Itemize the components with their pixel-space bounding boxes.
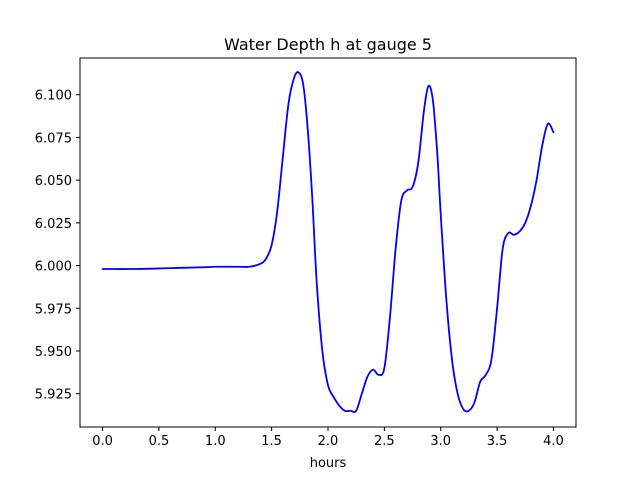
x-tick-label: 3.5 xyxy=(487,434,508,449)
x-tick-label: 2.5 xyxy=(374,434,395,449)
plot-frame xyxy=(79,57,577,428)
y-tick-label: 6.025 xyxy=(35,217,72,232)
y-tick-label: 5.950 xyxy=(35,345,72,360)
x-tick-label: 3.0 xyxy=(430,434,451,449)
x-tick-label: 0.5 xyxy=(149,434,170,449)
plot-area xyxy=(101,71,555,413)
y-tick-label: 5.975 xyxy=(35,302,72,317)
x-tick-label: 2.0 xyxy=(318,434,339,449)
chart-title: Water Depth h at gauge 5 xyxy=(224,35,432,54)
x-tick-label: 0.0 xyxy=(92,434,113,449)
x-tick-label: 1.5 xyxy=(261,434,282,449)
y-tick-label: 6.000 xyxy=(35,260,72,275)
y-tick-label: 6.050 xyxy=(35,174,72,189)
x-tick-label: 1.0 xyxy=(205,434,226,449)
y-tick-label: 6.075 xyxy=(35,131,72,146)
y-tick-label: 5.925 xyxy=(35,388,72,403)
series-line xyxy=(101,71,555,413)
x-tick-label: 4.0 xyxy=(543,434,564,449)
y-axis: 5.925 5.950 5.975 6.000 6.025 6.050 6.075 6.100 xyxy=(35,89,80,403)
y-tick-label: 6.100 xyxy=(35,89,72,104)
x-axis-label: hours xyxy=(310,456,347,471)
x-axis: 0.0 0.5 1.0 1.5 2.0 2.5 3.0 3.5 4.0 xyxy=(92,427,564,449)
